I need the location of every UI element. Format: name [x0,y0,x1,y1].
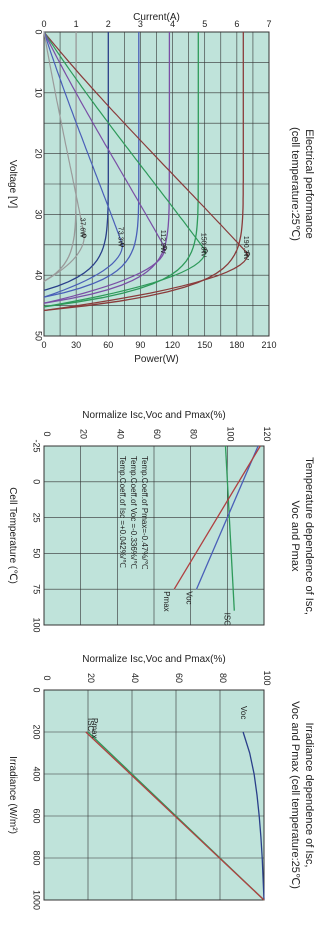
normalize-tick-label: 0 [42,675,52,680]
temperature-tick-label: 25 [32,513,42,523]
iv-curve [43,32,171,304]
iv-curve [43,32,140,298]
max-power-point [120,242,125,247]
temperature-tick-label: 100 [32,617,42,632]
series-label: Voc [239,706,248,719]
max-power-label: 73.3W [117,227,124,248]
current-tick-label: 1 [74,19,79,29]
normalize-tick-label: 20 [79,429,89,439]
normalize-axis-label: Normalize Isc,Voc and Pmax(%) [82,410,225,421]
electrical-performance-chart: 0 1 2 3 4 5 6 7 0 30 60 90 120 150 180 210 0 10 20 30 40 50 Cu… [7,12,277,365]
voltage-tick-label: 40 [34,270,44,280]
chart-subtitle: Voc and Pmax [289,501,301,572]
temperature-series-line [173,445,261,590]
normalize-tick-label: 100 [225,426,235,441]
chart-title: Irradiance dependence of Isc, [303,723,315,868]
normalize-tick-label: 80 [189,429,199,439]
temperature-axis-label: Cell Temperature (℃) [7,487,18,584]
power-tick-label: 0 [41,340,46,350]
temperature-tick-label: 0 [32,479,42,484]
normalize-tick-label: 80 [218,673,228,683]
irradiance-tick-label: 200 [32,724,42,739]
power-curve [43,31,85,282]
current-tick-label: 4 [170,19,175,29]
voltage-tick-label: 30 [34,209,44,219]
chart-title: Electrical performance [303,129,315,238]
power-tick-label: 60 [103,340,113,350]
current-tick-label: 5 [202,19,207,29]
power-tick-label: 90 [135,340,145,350]
series-label: Voc [185,591,194,604]
chart-title: Temperature dependence of Isc, [303,457,315,615]
series-label: ISC [222,613,231,627]
max-power-label: 150.8W [200,233,207,258]
temperature-series-line [195,445,259,590]
voltage-axis-label: Voltage [V] [7,160,18,209]
normalize-tick-label: 40 [130,673,140,683]
temperature-tick-label: 50 [32,548,42,558]
series-label: ISC [86,718,95,732]
normalize-axis-label: Normalize Isc,Voc and Pmax(%) [82,654,225,665]
current-tick-label: 2 [106,19,111,29]
iv-curve [43,32,244,312]
max-power-point [203,248,208,254]
irradiance-axis-label: Irradiance (W/m²) [7,756,18,834]
power-tick-label: 180 [229,340,244,350]
chart-subtitle: (cell temperature:25℃) [289,127,301,241]
temperature-series-line [224,445,235,611]
temperature-tick-label: 75 [32,584,42,594]
series-label: Pmax [162,591,171,611]
max-power-point [82,233,87,238]
power-tick-label: 150 [197,340,212,350]
current-tick-label: 3 [138,19,143,29]
temperature-coefficient-note: Temp.Coeff.of Isc =+0.042%/℃ [118,456,127,568]
power-curve [43,31,123,298]
voltage-tick-label: 50 [34,331,44,341]
iv-curve [43,32,199,308]
power-curve [43,31,166,304]
current-tick-label: 7 [266,19,271,29]
normalize-tick-label: 120 [262,426,272,441]
voltage-tick-label: 20 [34,149,44,159]
normalize-tick-label: 100 [262,670,272,685]
normalize-tick-label: 20 [86,673,96,683]
irradiance-tick-label: 1000 [32,890,42,910]
temperature-coefficient-note: Temp.Coeff.of Pmax=-0.47%/℃ [140,456,149,570]
power-tick-label: 210 [261,340,276,350]
current-axis-label: Current(A) [133,12,180,23]
max-power-point [162,245,168,251]
power-curve [43,31,207,308]
max-power-label: 112.9W [159,230,166,254]
normalize-tick-label: 0 [42,431,52,436]
irradiance-series-line [85,731,265,901]
max-power-label: 190.3W [242,236,249,261]
voltage-tick-label: 10 [34,88,44,98]
iv-curve [43,32,109,292]
normalize-tick-label: 60 [174,673,184,683]
irradiance-tick-label: 600 [32,808,42,823]
series-label: Pmax [90,718,99,738]
temperature-coefficient-note: Temp.Coeff.of Voc =-0.336%/℃ [129,456,138,569]
power-tick-label: 120 [165,340,180,350]
power-axis-label: Power(W) [134,354,178,365]
power-tick-label: 30 [71,340,81,350]
irradiance-tick-label: 0 [32,687,42,692]
irradiance-tick-label: 800 [32,850,42,865]
irradiance-series-line [242,731,265,901]
temperature-tick-label: -25 [32,439,42,452]
current-tick-label: 6 [234,19,239,29]
normalize-tick-label: 40 [115,429,125,439]
chart-subtitle: Voc and Pmax (cell temperature:25℃) [289,701,301,889]
iv-curve [43,32,77,282]
max-power-label: 37.6W [78,218,85,239]
power-curve [43,31,249,312]
max-power-point [245,251,251,257]
voltage-tick-label: 0 [34,29,44,34]
irradiance-tick-label: 400 [32,766,42,781]
current-tick-label: 0 [41,19,46,29]
normalize-tick-label: 60 [152,429,162,439]
